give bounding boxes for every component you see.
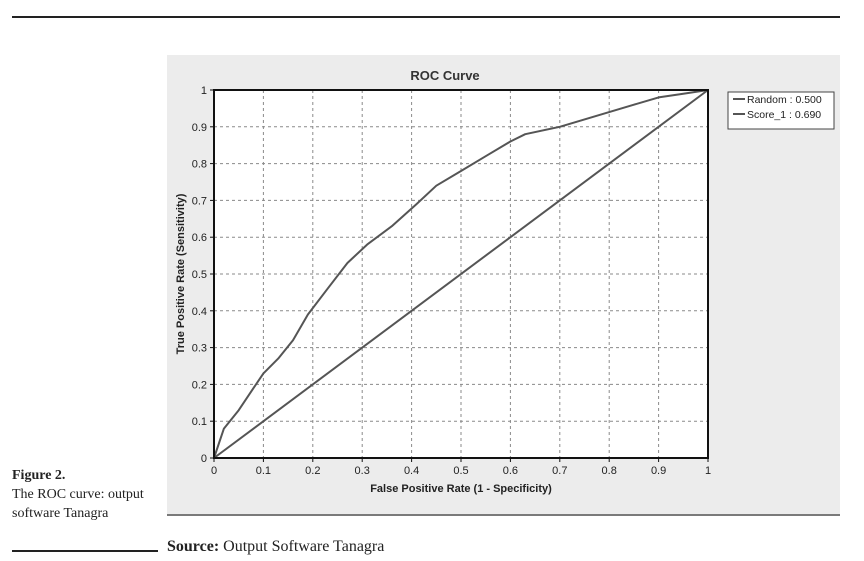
y-tick-label: 0.7 bbox=[192, 195, 207, 207]
legend: Random : 0.500 Score_1 : 0.690 bbox=[727, 91, 835, 130]
y-tick-label: 0.3 bbox=[192, 343, 207, 355]
source-text: Output Software Tanagra bbox=[223, 538, 385, 555]
series-line-2 bbox=[213, 89, 709, 459]
y-tick-label: 0.1 bbox=[192, 416, 207, 428]
legend-box bbox=[727, 91, 835, 130]
chart-title: ROC Curve bbox=[410, 68, 479, 83]
x-axis-ticks: 0 0.1 0.2 0.3 0.4 0.5 0.6 0.7 0.8 0.9 1 bbox=[211, 458, 711, 477]
y-tick-label: 1 bbox=[201, 85, 207, 97]
x-tick-label: 0.2 bbox=[305, 465, 320, 477]
figure-bottom-rule bbox=[167, 514, 840, 516]
plot-frame bbox=[213, 89, 709, 459]
x-tick-label: 0.8 bbox=[602, 465, 617, 477]
series-line-1 bbox=[213, 89, 709, 459]
y-tick-label: 0.4 bbox=[192, 306, 207, 318]
y-tick-label: 0.2 bbox=[192, 379, 207, 391]
caption-text: The ROC curve: output software Tanagra bbox=[12, 487, 144, 521]
x-tick-label: 0.7 bbox=[552, 465, 567, 477]
roc-chart: ROC Curve 0 0.1 0.2 0.3 0.4 0.5 0.6 0.7 0.8 0.9 1 … bbox=[175, 68, 835, 495]
x-tick-label: 0.6 bbox=[503, 465, 518, 477]
x-tick-label: 0.4 bbox=[404, 465, 419, 477]
x-tick-label: 0.1 bbox=[256, 465, 271, 477]
top-rule bbox=[12, 16, 840, 18]
source-line: Source: Output Software Tanagra bbox=[167, 538, 384, 556]
x-tick-label: 0.9 bbox=[651, 465, 666, 477]
x-tick-label: 0.3 bbox=[355, 465, 370, 477]
x-tick-label: 0.5 bbox=[453, 465, 468, 477]
x-tick-label: 0 bbox=[211, 465, 217, 477]
y-axis-label: True Positive Rate (Sensitivity) bbox=[175, 193, 187, 354]
series-lines bbox=[213, 89, 709, 459]
y-tick-label: 0.8 bbox=[192, 159, 207, 171]
x-tick-label: 1 bbox=[705, 465, 711, 477]
y-tick-label: 0.9 bbox=[192, 122, 207, 134]
legend-label-2: Score_1 : 0.690 bbox=[747, 109, 821, 121]
legend-items: Random : 0.500 Score_1 : 0.690 bbox=[733, 94, 822, 121]
legend-label-1: Random : 0.500 bbox=[747, 94, 822, 106]
y-tick-label: 0 bbox=[201, 453, 207, 465]
figure-caption: Figure 2. The ROC curve: output software… bbox=[12, 466, 152, 523]
y-tick-label: 0.6 bbox=[192, 232, 207, 244]
caption-rule bbox=[12, 550, 158, 552]
x-axis-label: False Positive Rate (1 - Specificity) bbox=[370, 483, 552, 495]
y-tick-label: 0.5 bbox=[192, 269, 207, 281]
figure-number: Figure 2. bbox=[12, 468, 66, 483]
source-label: Source: bbox=[167, 538, 220, 555]
y-axis-ticks: 0 0.1 0.2 0.3 0.4 0.5 0.6 0.7 0.8 0.9 1 bbox=[192, 85, 214, 465]
